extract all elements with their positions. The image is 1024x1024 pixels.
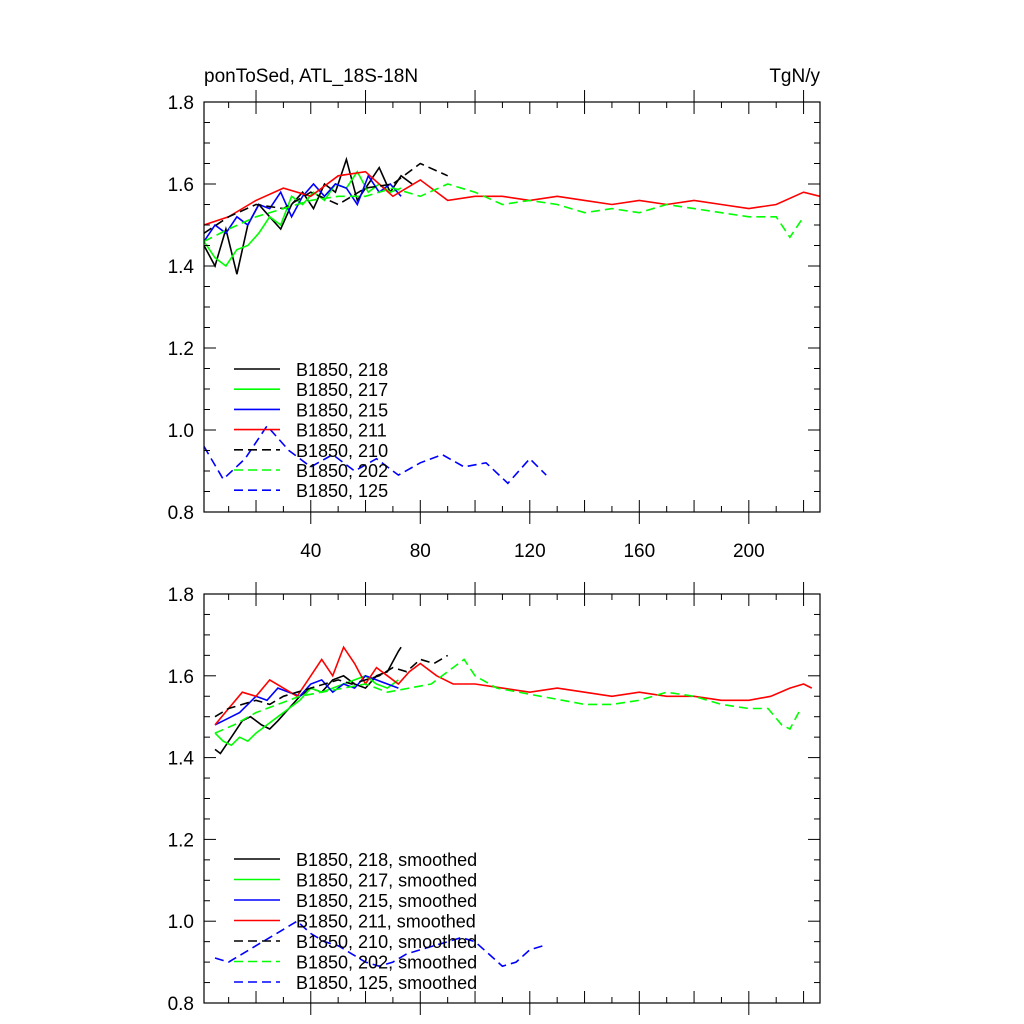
x-tick-label: 80 (410, 541, 431, 562)
legend-label: B1850, 215, smoothed (296, 891, 477, 911)
series-line-1 (204, 156, 413, 275)
legend-label: B1850, 211 (296, 421, 387, 441)
series-line-7 (214, 920, 544, 968)
x-tick-label: 120 (514, 541, 546, 562)
legend-label: B1850, 210, smoothed (296, 932, 477, 952)
legend-label: B1850, 202 (296, 461, 388, 481)
y-tick-label: 1.2 (168, 339, 194, 360)
legend-label: B1850, 202, smoothed (296, 953, 477, 973)
y-tick-label: 1.8 (168, 585, 194, 606)
legend-label: B1850, 217 (296, 380, 388, 400)
legend-label: B1850, 211, smoothed (296, 912, 476, 932)
top-panel: 0.8 1.0 1.2 1.4 1.6 1.8 40 80 120 160 200 B1850, 21… (168, 90, 821, 562)
series-line-6 (204, 183, 805, 243)
y-tick-label: 1.6 (168, 175, 194, 196)
series-line-2 (204, 170, 402, 268)
y-tick-label: 1.6 (168, 667, 194, 688)
x-tick-label: 200 (733, 541, 765, 562)
series-line-6 (214, 658, 802, 734)
legend-label: B1850, 217, smoothed (296, 871, 477, 891)
units-label: TgN/y (769, 66, 820, 87)
series-line-1 (214, 646, 402, 755)
legend-label: B1850, 218 (296, 360, 388, 380)
y-tick-label: 0.8 (168, 503, 194, 524)
y-tick-label: 0.8 (168, 994, 194, 1015)
series-line-7 (204, 424, 547, 485)
x-tick-label: 160 (623, 541, 655, 562)
series-line-4 (214, 645, 813, 726)
series-line-3 (204, 174, 402, 242)
y-tick-label: 1.4 (168, 257, 195, 278)
legend-label: B1850, 125, smoothed (296, 973, 477, 993)
series-line-5 (214, 654, 449, 718)
y-tick-label: 1.4 (168, 749, 195, 770)
legend-label: B1850, 215 (296, 400, 388, 420)
chart-title: ponToSed, ATL_18S-18N (204, 66, 418, 87)
legend-label: B1850, 218, smoothed (296, 850, 477, 870)
y-tick-label: 1.2 (168, 830, 194, 851)
y-tick-label: 1.0 (168, 421, 194, 442)
x-tick-label: 40 (300, 541, 321, 562)
y-tick-label: 1.0 (168, 912, 194, 933)
legend-label: B1850, 210 (296, 441, 388, 461)
legend-label: B1850, 125 (296, 481, 388, 501)
y-tick-label: 1.8 (168, 93, 194, 114)
